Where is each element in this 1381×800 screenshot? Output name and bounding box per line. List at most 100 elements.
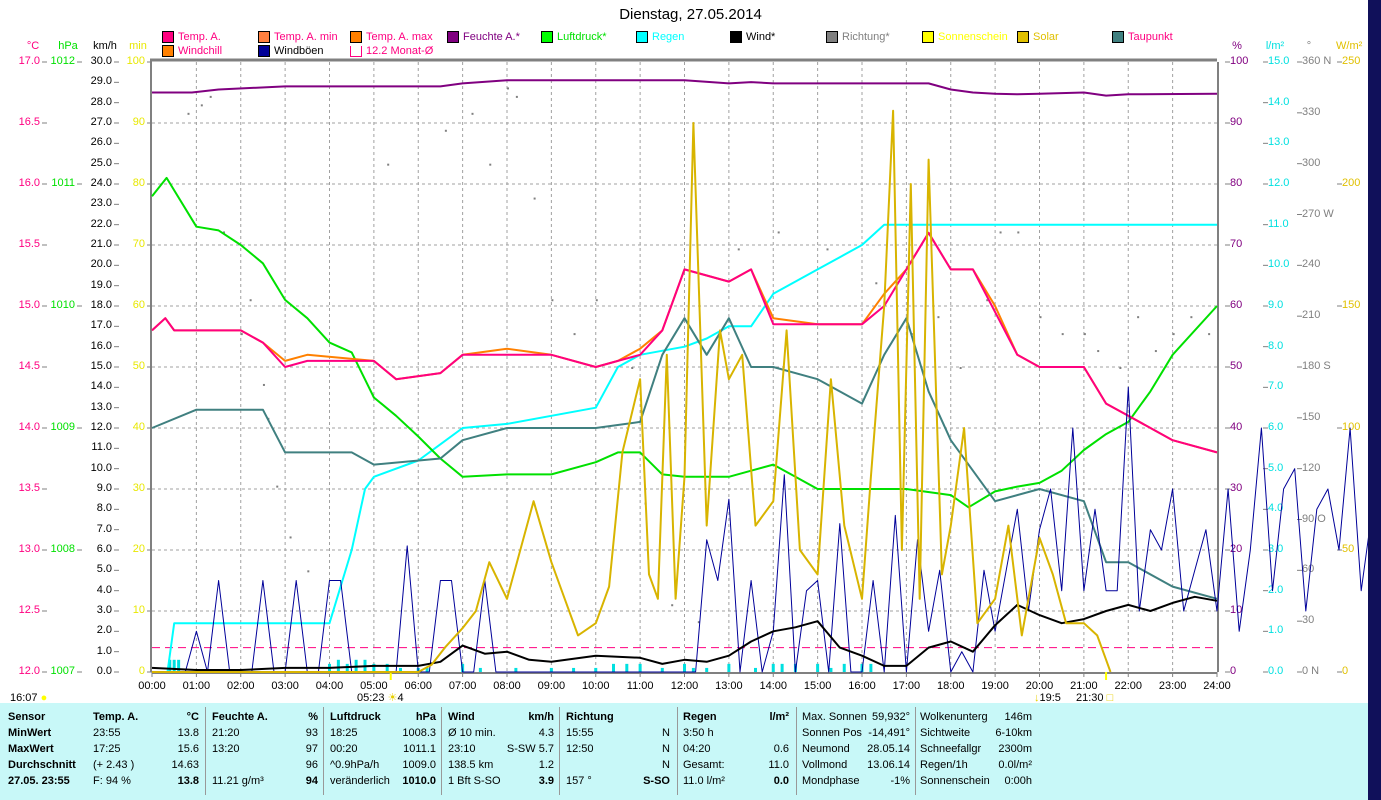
axis-unit-min: min	[129, 40, 147, 52]
axis-tick-label-kmh: 30.0	[90, 55, 112, 67]
cell-left: 11.21 g/m³	[212, 775, 264, 787]
direction-dot	[249, 299, 252, 302]
cell-row: 12:50 N	[566, 741, 670, 757]
axis-tick-label-kmh: 14.0	[90, 380, 112, 393]
direction-dot	[595, 299, 598, 302]
axis-tick-label-deg: 120	[1302, 461, 1321, 474]
info-label: Neumond	[802, 743, 850, 755]
legend-swatch-icon	[826, 31, 838, 43]
info-value: 59,932°	[871, 711, 910, 723]
cell-row: 3:50 h	[683, 725, 789, 741]
cell-left: F: 94 %	[93, 775, 131, 787]
header-sensor: Sensor	[8, 711, 46, 723]
axis-tick-label-kmh: 16.0	[90, 339, 112, 352]
rain-bar	[425, 667, 429, 672]
header-unit: l/m²	[769, 711, 789, 723]
direction-dot	[1172, 333, 1175, 336]
sunrise-time: 05:23	[357, 692, 385, 704]
legend-item: Taupunkt	[1112, 31, 1173, 43]
rain-bar	[478, 667, 482, 672]
direction-dot	[489, 163, 492, 166]
cell-row: 96	[212, 757, 318, 773]
axis-tick-label-deg: 90 O	[1302, 512, 1326, 525]
axis-tick-label-kmh: 1.0	[96, 644, 112, 657]
axis-tick-label-kmh: 18.0	[90, 299, 112, 311]
legend-swatch-icon	[922, 31, 934, 43]
cell-left: ^0.9hPa/h	[330, 759, 380, 771]
x-tick-label: 10:00	[582, 680, 610, 692]
legend-item: Temp. A. max	[350, 31, 433, 43]
info-label: Regen/1h	[920, 759, 968, 771]
legend-item: Regen	[636, 31, 684, 43]
legend-label: Temp. A.	[178, 31, 221, 43]
axis-unit-pct: %	[1232, 40, 1242, 52]
rain-bar	[514, 667, 518, 672]
direction-dot	[1083, 333, 1086, 336]
axis-tick-label-kmh: 28.0	[90, 95, 112, 108]
cell-left: 138.5 km	[448, 759, 494, 771]
rain-bar	[780, 663, 784, 672]
col-regen: Regen l/m² 3:50 h 04:20 0.6 Gesamt: 11.0 11.0 l…	[683, 709, 789, 789]
header-unit: °C	[186, 711, 199, 723]
series-line-taupunkt	[151, 317, 1218, 600]
info-label: Schneefallgr	[920, 743, 982, 755]
x-tick-label: 23:00	[1159, 680, 1187, 692]
legend-swatch-icon	[447, 31, 459, 43]
header-temp: Temp. A. °C	[93, 709, 199, 725]
axis-tick-label-kmh: 22.0	[90, 217, 112, 230]
rain-bar	[683, 663, 686, 672]
cell-row: Gesamt: 11.0	[683, 757, 789, 773]
axis-tick-label-wm2: 50	[1342, 543, 1355, 555]
header-unit: km/h	[528, 711, 554, 723]
rain-bar	[842, 663, 846, 672]
axis-tick-label-lm2: 12.0	[1268, 177, 1290, 189]
cell-value: 3.9	[538, 775, 554, 787]
axis-tick-label-pct: 10	[1230, 604, 1243, 616]
row-label: Durchschnitt	[8, 759, 76, 771]
axis-tick-label-C: 16.5	[18, 116, 40, 128]
legend-label: Sonnenschein	[938, 31, 1008, 43]
x-tick-label: 16:00	[848, 680, 876, 692]
axis-tick-label-lm2: 3.0	[1268, 543, 1284, 555]
divider	[205, 707, 206, 795]
axis-unit-lm2: l/m²	[1265, 40, 1285, 52]
axis-tick-label-wm2: 0	[1342, 665, 1349, 677]
cell-row: 1 Bft S-SO 3.9	[448, 773, 554, 789]
axis-tick-label-kmh: 9.0	[96, 482, 112, 494]
header-luftdruck: Luftdruck hPa	[330, 709, 436, 725]
direction-dot	[737, 248, 740, 251]
legend-label: 12.2 Monat-Ø	[366, 45, 434, 57]
axis-tick-label-pct: 30	[1230, 482, 1243, 494]
direction-dot	[875, 282, 878, 285]
col-sensor: Sensor MinWert MaxWert Durchschnitt 27.0…	[8, 709, 88, 789]
moonset-icon: □	[1106, 692, 1114, 704]
axis-tick-label-kmh: 15.0	[90, 360, 112, 372]
cell-value: 13.8	[177, 775, 199, 787]
axis-unit-hPa: hPa	[58, 40, 78, 52]
axis-tick-label-C: 15.0	[18, 299, 40, 311]
cell-left: 04:20	[683, 743, 711, 755]
legend-swatch-icon	[350, 45, 362, 57]
axis-tick-label-kmh: 8.0	[96, 502, 112, 515]
x-tick-label: 24:00	[1203, 680, 1231, 692]
legend-label: Wind*	[746, 31, 776, 43]
moonrise-time: 16:07	[10, 692, 38, 704]
axis-tick-label-lm2: 10.0	[1268, 258, 1290, 271]
cell-row: F: 94 % 13.8	[93, 773, 199, 789]
info-value: -1%	[890, 775, 910, 787]
cell-row: 21:20 93	[212, 725, 318, 741]
axis-tick-label-C: 12.0	[18, 665, 40, 677]
cell-value: 1010.0	[402, 775, 436, 787]
rain-bar	[372, 663, 376, 672]
cell-row: N	[566, 757, 670, 773]
cell-value: 11.0	[768, 759, 789, 771]
info-label: Vollmond	[802, 759, 848, 771]
rain-bar	[399, 667, 402, 672]
direction-dot	[444, 129, 447, 132]
x-tick-label: 13:00	[715, 680, 743, 692]
header-feuchte: Feuchte A.%	[212, 709, 318, 725]
info-row: Max. Sonnen 59,932°	[802, 709, 910, 725]
legend-item: Temp. A. min	[258, 31, 338, 43]
cell-row: 04:20 0.6	[683, 741, 789, 757]
axis-tick-label-kmh: 26.0	[90, 136, 112, 149]
